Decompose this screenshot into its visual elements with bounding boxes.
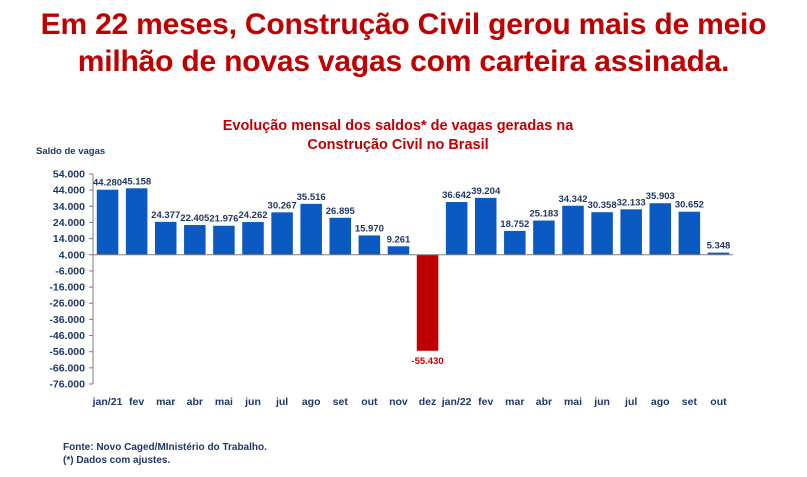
bar-14 bbox=[474, 197, 497, 255]
x-tick-label: mai bbox=[564, 396, 582, 408]
data-label: 30.358 bbox=[588, 200, 617, 211]
x-tick-label: jul bbox=[275, 396, 288, 408]
data-label: 35.516 bbox=[297, 192, 326, 203]
y-tick-label: -76.000 bbox=[49, 379, 85, 391]
y-tick-label: 24.000 bbox=[53, 217, 85, 229]
bar-10 bbox=[358, 235, 381, 255]
data-label: 25.183 bbox=[529, 209, 558, 220]
x-tick-label: set bbox=[333, 396, 349, 408]
y-tick-label: -56.000 bbox=[49, 346, 85, 358]
bar-8 bbox=[300, 203, 322, 255]
x-tick-label: dez bbox=[419, 396, 437, 408]
data-label: 35.903 bbox=[646, 191, 675, 202]
data-labels: 44.280 45.158 24.377 22.405 21.976 24.26230.2… bbox=[93, 176, 730, 366]
x-tick-label: jun bbox=[244, 396, 261, 408]
headline-line-2: milhão de novas vagas com carteira assin… bbox=[77, 45, 730, 78]
bar-21 bbox=[678, 211, 701, 255]
data-label: 39.204 bbox=[471, 186, 501, 197]
x-tick-label: out bbox=[710, 396, 727, 408]
data-label: 5.348 bbox=[707, 241, 731, 252]
x-tick-label: nov bbox=[389, 396, 408, 408]
data-label: 22.405 bbox=[180, 213, 210, 224]
y-axis-ticks: 54.000 44.000 34.000 24.000 14.000 4.000 -6.00… bbox=[49, 169, 93, 391]
x-tick-label: mar bbox=[156, 396, 175, 408]
bar-2 bbox=[125, 188, 148, 255]
bar-4 bbox=[184, 225, 206, 255]
y-tick-label: 54.000 bbox=[53, 169, 85, 181]
headline-line-1: Em 22 meses, Construção Civil gerou mais… bbox=[40, 8, 767, 41]
data-label: 26.895 bbox=[326, 206, 356, 217]
data-label: 9.261 bbox=[387, 234, 411, 245]
bar-13 bbox=[445, 202, 468, 255]
data-label: 21.976 bbox=[209, 214, 238, 225]
y-tick-label: -66.000 bbox=[49, 362, 85, 374]
bar-22 bbox=[707, 252, 730, 255]
data-label: 24.377 bbox=[151, 210, 180, 221]
y-tick-label: 44.000 bbox=[53, 185, 85, 197]
data-label: 32.133 bbox=[617, 197, 646, 208]
x-tick-label: fev bbox=[478, 396, 493, 408]
bar-15 bbox=[504, 230, 526, 255]
chart-title-line-1: Evolução mensal dos saldos* de vagas ger… bbox=[223, 118, 574, 134]
data-label: 34.342 bbox=[558, 194, 587, 205]
bar-18 bbox=[591, 212, 613, 255]
data-label: -55.430 bbox=[411, 356, 443, 367]
x-tick-label: jan/21 bbox=[92, 396, 123, 408]
x-tick-label: ago bbox=[651, 396, 670, 408]
bar-5 bbox=[213, 225, 235, 255]
y-tick-label: 4.000 bbox=[59, 249, 85, 261]
data-label: 30.267 bbox=[268, 200, 297, 211]
y-tick-label: -26.000 bbox=[49, 298, 85, 310]
bar-12 bbox=[416, 254, 439, 351]
bar-11 bbox=[387, 246, 410, 255]
x-tick-label: set bbox=[682, 396, 698, 408]
data-label: 36.642 bbox=[442, 190, 471, 201]
x-tick-label: mar bbox=[505, 396, 524, 408]
data-label: 30.652 bbox=[675, 200, 704, 211]
data-label: 45.158 bbox=[122, 176, 151, 187]
x-axis-ticks: jan/21 fev mar abr mai jun jul ago set out nov dez j… bbox=[92, 396, 727, 408]
bar-9 bbox=[329, 217, 352, 255]
x-tick-label: fev bbox=[129, 396, 144, 408]
x-tick-label: jul bbox=[624, 396, 637, 408]
bar-20 bbox=[649, 203, 672, 255]
y-tick-label: 14.000 bbox=[53, 233, 85, 245]
bar-7 bbox=[271, 212, 293, 255]
x-tick-label: jun bbox=[593, 396, 610, 408]
y-tick-label: -16.000 bbox=[49, 282, 85, 294]
data-label: 18.752 bbox=[500, 219, 529, 230]
chart-notes: Fonte: Novo Caged/MInistério do Trabalho… bbox=[63, 441, 267, 467]
x-tick-label: ago bbox=[302, 396, 321, 408]
data-label: 15.970 bbox=[355, 223, 384, 234]
bar-1 bbox=[96, 189, 119, 255]
axes bbox=[92, 174, 733, 384]
bar-17 bbox=[562, 205, 584, 255]
bars bbox=[96, 188, 730, 351]
x-tick-label: out bbox=[361, 396, 378, 408]
bar-6 bbox=[242, 222, 264, 255]
y-tick-label: 34.000 bbox=[53, 201, 85, 213]
source-note: Fonte: Novo Caged/MInistério do Trabalho… bbox=[63, 442, 267, 453]
y-tick-label: -6.000 bbox=[55, 265, 85, 277]
bar-19 bbox=[620, 209, 642, 255]
y-axis-label: Saldo de vagas bbox=[36, 146, 105, 157]
x-tick-label: mai bbox=[215, 396, 233, 408]
bar-16 bbox=[533, 220, 555, 255]
y-tick-label: -36.000 bbox=[49, 314, 85, 326]
data-label: 44.280 bbox=[93, 178, 122, 189]
x-tick-label: abr bbox=[187, 396, 203, 408]
headline: Em 22 meses, Construção Civil gerou mais… bbox=[0, 6, 807, 80]
x-tick-label: abr bbox=[536, 396, 552, 408]
x-tick-label: jan/22 bbox=[441, 396, 472, 408]
y-tick-label: -46.000 bbox=[49, 330, 85, 342]
data-label: 24.262 bbox=[238, 210, 267, 221]
chart-title-line-2: Construção Civil no Brasil bbox=[307, 137, 488, 153]
footnote: (*) Dados com ajustes. bbox=[63, 455, 171, 466]
bar-3 bbox=[154, 221, 177, 255]
